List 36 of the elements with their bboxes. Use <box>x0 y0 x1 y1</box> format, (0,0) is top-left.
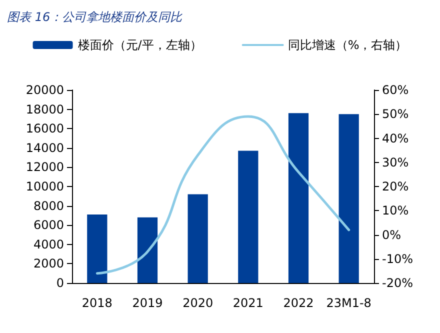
y2-tick-label: 50% <box>382 107 409 122</box>
line-series <box>96 115 350 275</box>
y2-tick-label: 30% <box>382 155 409 170</box>
y2-tick-label: 0% <box>382 228 402 242</box>
y-tick-label: 2000 <box>33 256 64 271</box>
y2-tick-label: 20% <box>382 180 409 194</box>
y-tick-label: 20000 <box>26 83 64 97</box>
y-tick-label: 8000 <box>33 198 64 213</box>
legend-label: 同比增速（%，右轴） <box>288 38 408 52</box>
x-tick-label: 2019 <box>132 296 163 310</box>
bar <box>338 114 359 283</box>
y-tick-label: 14000 <box>26 140 64 155</box>
bar <box>288 113 309 283</box>
x-tick-label: 2022 <box>283 296 314 310</box>
x-tick-label: 2018 <box>82 296 112 310</box>
y-tick-label: 4000 <box>33 237 64 252</box>
bar <box>137 217 158 283</box>
y2-tick-label: 60% <box>382 83 409 97</box>
bar <box>87 214 108 283</box>
y-tick-label: 10000 <box>26 180 64 194</box>
y-tick-label: 12000 <box>26 160 64 174</box>
y2-tick-label: -10% <box>382 252 414 266</box>
y-tick-label: 18000 <box>26 102 64 116</box>
x-tick-label: 2021 <box>232 296 264 310</box>
x-tick-label: 2020 <box>182 296 214 310</box>
bar <box>188 194 208 283</box>
bar <box>238 150 258 283</box>
chart-title: 图表 16：公司拿地楼面价及同比 <box>7 10 184 24</box>
y2-tick-label: 40% <box>382 131 409 146</box>
y-tick-label: 16000 <box>26 122 64 136</box>
y2-tick-label: 10% <box>382 204 409 218</box>
y-tick-label: 6000 <box>33 218 64 232</box>
y-tick-label: 0 <box>56 276 64 290</box>
y2-tick-label: -20% <box>382 276 414 290</box>
legend-label: 楼面价（元/平，左轴） <box>78 38 202 52</box>
x-tick-label: 23M1-8 <box>326 296 372 310</box>
